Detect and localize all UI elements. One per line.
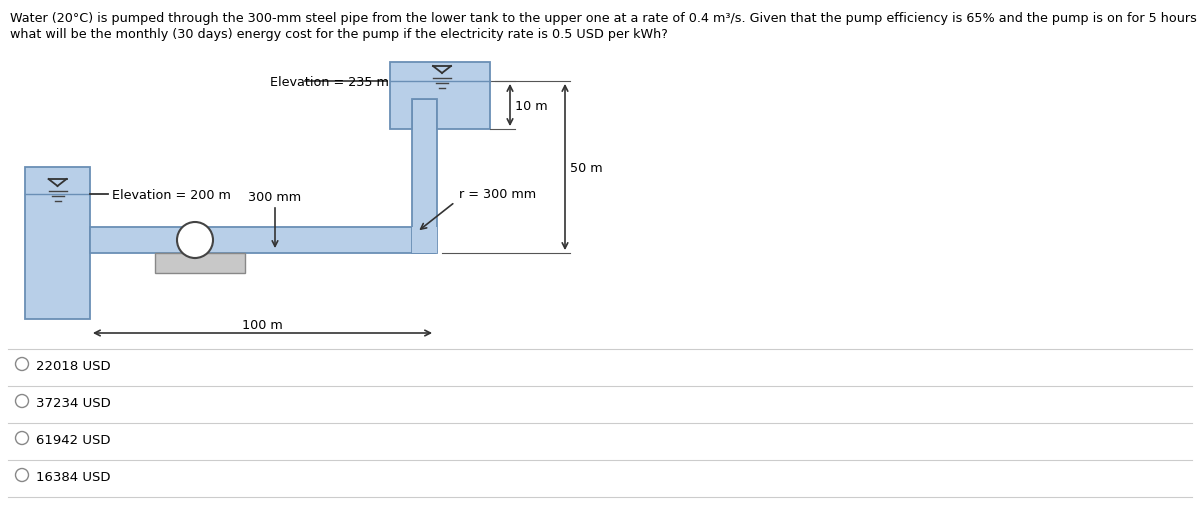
Text: 37234 USD: 37234 USD <box>36 396 110 409</box>
Text: what will be the monthly (30 days) energy cost for the pump if the electricity r: what will be the monthly (30 days) energ… <box>10 28 668 41</box>
Text: Elevation = 235 m: Elevation = 235 m <box>270 76 389 89</box>
Polygon shape <box>390 63 490 130</box>
Bar <box>412 100 437 254</box>
Text: 10 m: 10 m <box>515 99 547 112</box>
Text: 16384 USD: 16384 USD <box>36 470 110 483</box>
Bar <box>25 168 90 319</box>
Circle shape <box>16 358 29 371</box>
Text: Elevation = 200 m: Elevation = 200 m <box>112 189 230 201</box>
Text: Water (20°C) is pumped through the 300-mm steel pipe from the lower tank to the : Water (20°C) is pumped through the 300-m… <box>10 12 1200 25</box>
Circle shape <box>16 432 29 444</box>
Text: r = 300 mm: r = 300 mm <box>458 188 536 200</box>
Bar <box>155 254 245 274</box>
Bar <box>90 228 436 254</box>
Text: 300 mm: 300 mm <box>248 190 301 204</box>
Circle shape <box>178 223 214 259</box>
Circle shape <box>16 395 29 408</box>
Circle shape <box>16 469 29 482</box>
Text: 61942 USD: 61942 USD <box>36 433 110 446</box>
Text: 22018 USD: 22018 USD <box>36 359 110 372</box>
Text: 100 m: 100 m <box>242 318 283 331</box>
Text: 50 m: 50 m <box>570 161 602 174</box>
Bar <box>412 228 437 254</box>
